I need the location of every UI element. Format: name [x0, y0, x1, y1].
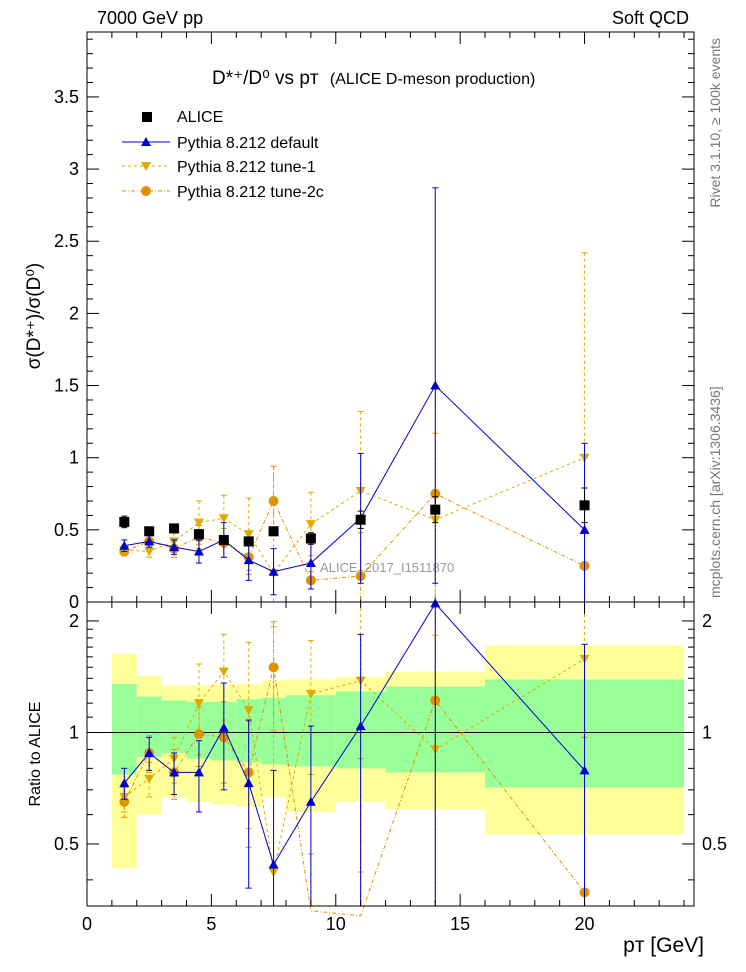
- main-y-tick-label: 0.5: [54, 520, 79, 540]
- legend-marker-tune1: [141, 162, 151, 171]
- data-point-default: [169, 767, 180, 777]
- data-point-tune1: [243, 530, 254, 540]
- legend-marker-alice: [142, 112, 152, 122]
- data-point-alice: [355, 514, 366, 525]
- data-point-tune1: [243, 705, 254, 715]
- data-point-alice: [305, 533, 316, 544]
- data-point-default: [144, 536, 155, 546]
- data-point-default: [579, 524, 590, 534]
- legend-marker-default: [141, 137, 151, 146]
- ratio-plot-frame: [86, 601, 695, 907]
- ratio-y-tick-label: 0.5: [54, 834, 79, 854]
- ratio-y-axis: 0.5 0.5 1 1 2 2: [54, 611, 727, 881]
- data-point-default: [144, 748, 155, 758]
- data-point-alice: [218, 534, 229, 545]
- data-point-default: [243, 778, 254, 788]
- data-point-tune1: [144, 774, 155, 784]
- x-tick-label: 0: [82, 914, 92, 934]
- data-point-default: [119, 778, 130, 788]
- data-point-alice: [268, 526, 279, 537]
- process-label: 7000 GeV pp: [97, 8, 203, 28]
- analysis-watermark: ALICE_2017_I1511870: [320, 560, 454, 575]
- main-y-axis: 0 0.5 1 1.5 2 2.5 3 3.5: [54, 32, 694, 612]
- data-point-default: [430, 380, 441, 390]
- main-series: [119, 187, 590, 603]
- plot-title-sub: (ALICE D-meson production): [330, 71, 535, 88]
- data-point-alice: [243, 536, 254, 547]
- legend-label-alice: ALICE: [177, 109, 223, 126]
- main-y-tick-label: 0: [69, 592, 79, 612]
- data-point-tune2c: [193, 729, 204, 740]
- series-main-alice: [119, 487, 590, 547]
- legend-label-tune2c: Pythia 8.212 tune-2c: [177, 184, 324, 201]
- mcplots-label: mcplots.cern.ch [arXiv:1306.3436]: [707, 386, 723, 598]
- main-y-tick-label: 2: [69, 303, 79, 323]
- plot-title: D*⁺/D⁰ vs pᴛ (ALICE D-meson production): [212, 68, 535, 89]
- main-y-tick-label: 1: [69, 448, 79, 468]
- data-point-default: [355, 721, 366, 731]
- legend-label-tune1: Pythia 8.212 tune-1: [177, 159, 316, 176]
- data-point-default: [305, 558, 316, 568]
- data-point-default: [579, 765, 590, 775]
- rivet-version-label: Rivet 3.1.10, ≥ 100k events: [707, 38, 723, 208]
- main-y-tick-label: 3.5: [54, 87, 79, 107]
- data-point-tune1: [193, 518, 204, 528]
- band-inner: [111, 684, 137, 775]
- main-panel: 0 0.5 1 1.5 2 2.5 3 3.5 ALICE_2017_I1511870 σ(D…: [24, 31, 695, 612]
- x-axis-label: pᴛ [GeV]: [623, 934, 704, 957]
- x-tick-label: 20: [575, 914, 595, 934]
- legend: ALICE Pythia 8.212 default Pythia 8.212 …: [122, 109, 324, 201]
- data-point-alice: [169, 523, 180, 534]
- legend-entry-default: Pythia 8.212 default: [122, 135, 319, 152]
- data-point-tune1: [144, 547, 155, 557]
- data-point-tune2c: [268, 495, 279, 506]
- ratio-panel: 0.5 0.5 1 1 2 2 0 5 10 15 20 Ratio to ALICE pᴛ [G…: [27, 598, 727, 957]
- legend-label-default: Pythia 8.212 default: [177, 135, 319, 152]
- x-tick-label: 15: [450, 914, 470, 934]
- x-axis: 0 5 10 15 20: [82, 602, 685, 934]
- ratio-y-tick-label: 1: [69, 722, 79, 742]
- data-point-default: [218, 722, 229, 732]
- data-point-tune1: [218, 667, 229, 677]
- data-point-default: [268, 859, 279, 869]
- x-tick-label: 10: [326, 914, 346, 934]
- data-point-tune1: [193, 699, 204, 709]
- data-point-default: [119, 540, 130, 550]
- data-point-alice: [193, 529, 204, 540]
- series-ratio-default: [119, 598, 590, 907]
- x-tick-label: 5: [206, 914, 216, 934]
- main-y-tick-label: 3: [69, 159, 79, 179]
- category-label: Soft QCD: [612, 8, 689, 28]
- legend-entry-tune2c: Pythia 8.212 tune-2c: [122, 184, 324, 201]
- data-point-tune1: [305, 690, 316, 700]
- ratio-y-tick-label-right: 0.5: [702, 834, 727, 854]
- data-point-default: [193, 767, 204, 777]
- data-point-alice: [144, 526, 155, 537]
- ratio-series: [119, 598, 590, 917]
- data-point-default: [243, 555, 254, 565]
- data-point-tune2c: [268, 662, 279, 673]
- data-point-default: [169, 542, 180, 552]
- main-y-tick-label: 2.5: [54, 231, 79, 251]
- data-point-tune1: [305, 520, 316, 530]
- data-point-default: [305, 796, 316, 806]
- ratio-y-tick-label: 2: [69, 611, 79, 631]
- main-y-tick-label: 1.5: [54, 376, 79, 396]
- data-point-tune1: [218, 514, 229, 524]
- main-y-axis-label: σ(D*⁺)/σ(D⁰): [24, 263, 45, 370]
- legend-marker-tune2c: [141, 186, 151, 196]
- plot-title-main: D*⁺/D⁰ vs pᴛ: [212, 68, 319, 89]
- legend-entry-alice: ALICE: [142, 109, 223, 126]
- ratio-y-tick-label-right: 1: [702, 722, 712, 742]
- data-point-alice: [119, 516, 130, 527]
- ratio-y-tick-label-right: 2: [702, 611, 712, 631]
- data-point-alice: [579, 500, 590, 511]
- ratio-y-axis-label: Ratio to ALICE: [27, 702, 44, 807]
- data-point-default: [268, 566, 279, 576]
- legend-entry-tune1: Pythia 8.212 tune-1: [122, 159, 316, 176]
- data-point-alice: [430, 504, 441, 515]
- series-line-tune2c: [124, 493, 585, 581]
- data-point-default: [193, 546, 204, 556]
